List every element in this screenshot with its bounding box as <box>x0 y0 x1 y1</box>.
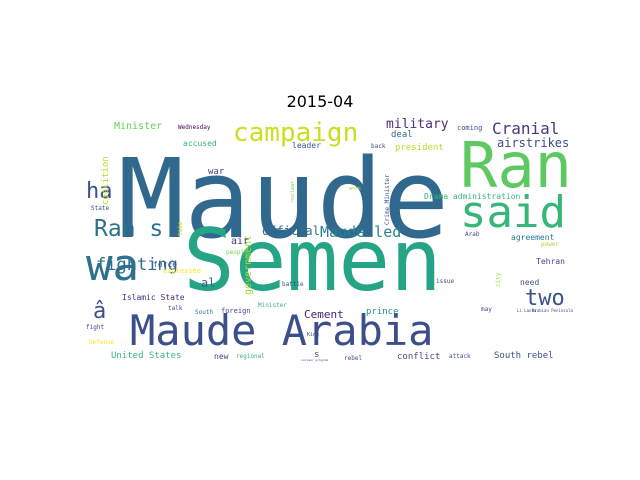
cloud-word: agreement <box>511 233 555 242</box>
cloud-word: Semen <box>183 211 442 311</box>
cloud-word: United States <box>111 351 181 361</box>
cloud-word: said <box>460 187 566 238</box>
cloud-word: work <box>349 186 361 192</box>
cloud-word: Cranial <box>492 119 559 138</box>
cloud-word: regional <box>236 353 265 360</box>
cloud-word: prince <box>366 307 399 317</box>
cloud-word: Minister <box>258 302 287 309</box>
cloud-word: need <box>520 278 539 287</box>
cloud-word: city <box>495 272 502 287</box>
cloud-word: power <box>541 241 559 248</box>
cloud-word: South <box>195 309 213 316</box>
cloud-word: Defense <box>89 339 115 346</box>
cloud-word: talk <box>168 305 183 312</box>
cloud-word: Minister <box>114 121 162 132</box>
cloud-word: airstrikes <box>497 136 569 150</box>
cloud-word: fight <box>86 324 104 331</box>
cloud-word: coalition <box>101 156 111 205</box>
chart-title: 2015-04 <box>286 92 354 111</box>
cloud-word: â <box>93 299 106 324</box>
cloud-word: coming <box>457 124 482 132</box>
cloud-word: may <box>481 306 492 313</box>
cloud-word: Arabian Peninsula <box>532 308 574 313</box>
cloud-word: new <box>214 352 229 361</box>
cloud-word: Crime Minister <box>384 174 391 225</box>
cloud-word: King <box>307 332 319 338</box>
cloud-word: take <box>177 221 184 236</box>
cloud-word: back <box>371 143 386 150</box>
cloud-word: president <box>395 143 444 153</box>
cloud-word: government <box>243 235 254 295</box>
cloud-word: Arab <box>465 231 480 238</box>
cloud-word: issue <box>436 278 454 285</box>
cloud-word: people <box>226 249 248 256</box>
cloud-word: attack <box>449 353 471 360</box>
cloud-word: two <box>525 286 565 311</box>
cloud-word: s <box>314 350 319 360</box>
cloud-word: nuclear program <box>301 358 328 362</box>
cloud-word: nuclear <box>290 181 296 202</box>
cloud-word: accused <box>183 139 217 148</box>
cloud-word: official <box>262 224 320 238</box>
cloud-word: Wednesday <box>178 124 211 131</box>
cloud-word: Ran s <box>94 216 163 242</box>
cloud-word: Li Lanka <box>517 308 537 313</box>
cloud-word: fighting <box>96 255 178 275</box>
cloud-word: campaign <box>233 118 358 148</box>
cloud-word: Maude <box>118 135 449 263</box>
cloud-word: deal <box>391 130 413 140</box>
cloud-word: war <box>208 167 225 177</box>
cloud-word: foreign <box>221 307 251 315</box>
cloud-word: air <box>231 236 249 247</box>
cloud-word: South rebel <box>494 351 554 361</box>
cloud-word: rebel <box>344 355 362 362</box>
cloud-word: leader <box>292 141 321 150</box>
cloud-word: force <box>153 260 177 269</box>
cloud-word: military <box>386 117 449 132</box>
cloud-word: al <box>201 276 215 290</box>
cloud-word: conflict <box>397 352 440 362</box>
cloud-word: Islamic State <box>122 293 185 302</box>
cloud-word: State <box>91 205 109 212</box>
cloud-word: battle <box>282 281 304 288</box>
cloud-word: ha <box>86 179 113 204</box>
cloud-word: expressed <box>163 267 201 275</box>
cloud-word: Maude Arabia <box>130 306 433 355</box>
cloud-word: Ran <box>460 129 572 202</box>
cloud-word: Cement <box>304 308 344 321</box>
cloud-word: Tehran <box>536 257 565 266</box>
cloud-word: wa <box>86 240 139 291</box>
cloud-word: Maude led <box>320 223 401 241</box>
cloud-word: Drama administration <box>424 192 521 201</box>
